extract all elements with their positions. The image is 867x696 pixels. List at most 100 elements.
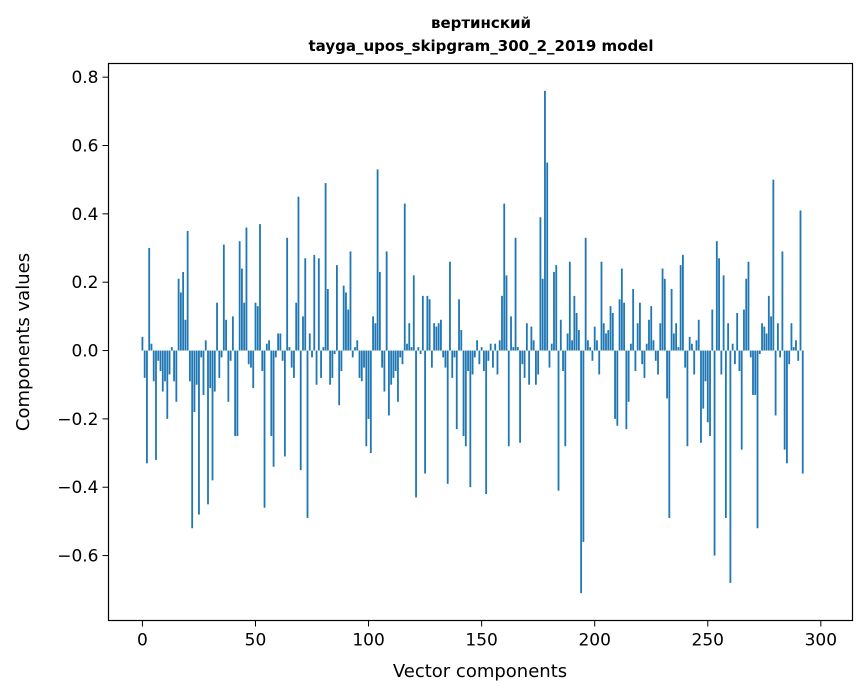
bar <box>535 350 537 385</box>
bar <box>243 302 246 351</box>
bar <box>462 350 465 436</box>
bar <box>426 295 429 351</box>
bar <box>573 295 576 351</box>
bar <box>589 347 592 351</box>
bar <box>584 237 587 351</box>
bar <box>688 336 691 351</box>
bar <box>801 350 804 474</box>
bar <box>446 350 449 484</box>
bar <box>198 350 200 515</box>
bar <box>568 261 571 351</box>
bar <box>302 316 304 351</box>
bar <box>541 278 544 351</box>
bar <box>211 350 214 481</box>
bar <box>326 289 329 351</box>
bar <box>227 350 230 402</box>
bar <box>738 350 741 372</box>
bar <box>378 271 381 351</box>
bar <box>349 251 352 351</box>
bar <box>406 343 408 351</box>
x-axis-label: Vector components <box>393 661 567 682</box>
bar <box>401 350 404 365</box>
bar <box>672 333 675 351</box>
bar <box>510 316 512 351</box>
bar <box>485 350 488 495</box>
bar <box>473 350 476 358</box>
bar <box>797 350 800 361</box>
bar <box>616 350 619 426</box>
bar <box>428 299 431 351</box>
bar <box>774 350 777 416</box>
bar <box>765 333 768 351</box>
bar <box>503 203 506 351</box>
bar <box>546 162 549 351</box>
bar <box>216 302 218 351</box>
bar <box>704 350 707 382</box>
bar <box>392 350 395 378</box>
bar <box>548 350 551 368</box>
bar <box>582 350 585 542</box>
x-tick-label: 50 <box>245 631 267 651</box>
bar <box>525 323 528 351</box>
bar <box>143 350 146 378</box>
bar <box>150 343 153 351</box>
x-axis-ticks: 0 50 100 150 200 250 300 <box>137 620 837 651</box>
bar <box>164 350 166 382</box>
bar <box>623 302 625 351</box>
bar <box>772 179 775 351</box>
bar <box>684 350 687 368</box>
bar <box>770 316 772 351</box>
bar <box>451 350 454 378</box>
bar <box>516 347 519 351</box>
y-tick-label: 0.6 <box>71 137 98 157</box>
bar <box>663 278 666 351</box>
bar <box>281 350 284 361</box>
bar <box>333 350 336 354</box>
bar <box>650 306 653 351</box>
bar <box>306 350 309 518</box>
bar <box>293 350 295 378</box>
bar <box>195 350 198 385</box>
bar <box>342 285 345 351</box>
bar <box>795 340 797 351</box>
bar <box>600 261 603 351</box>
bar <box>596 340 598 351</box>
bar <box>259 224 261 351</box>
bar <box>177 278 180 351</box>
bar <box>245 227 248 351</box>
bar <box>532 340 535 351</box>
bar <box>731 343 734 351</box>
bar <box>236 350 239 436</box>
bar <box>783 350 786 450</box>
bar <box>274 350 277 358</box>
bar <box>200 350 203 358</box>
bar <box>636 323 639 351</box>
bar <box>283 350 286 457</box>
bar <box>648 319 650 351</box>
bar <box>602 323 605 351</box>
chart-title: вертинский <box>431 14 531 32</box>
bar <box>320 350 322 378</box>
bar <box>168 350 171 375</box>
bar <box>272 350 275 467</box>
bar <box>311 350 313 358</box>
bar <box>173 350 175 382</box>
bar <box>340 350 343 372</box>
bar <box>480 347 483 351</box>
bar <box>539 217 542 351</box>
bar <box>304 258 307 351</box>
bar <box>652 340 655 351</box>
bar <box>550 343 553 351</box>
bar <box>702 350 705 409</box>
bar <box>790 323 793 351</box>
bar <box>788 350 791 365</box>
bar <box>308 333 311 351</box>
y-tick-label: 0.4 <box>71 205 98 225</box>
bar <box>713 350 716 556</box>
bar <box>433 323 436 351</box>
bar <box>629 343 632 351</box>
bar <box>691 343 693 351</box>
bar <box>657 350 659 375</box>
bar <box>175 350 178 402</box>
bar <box>706 350 709 423</box>
